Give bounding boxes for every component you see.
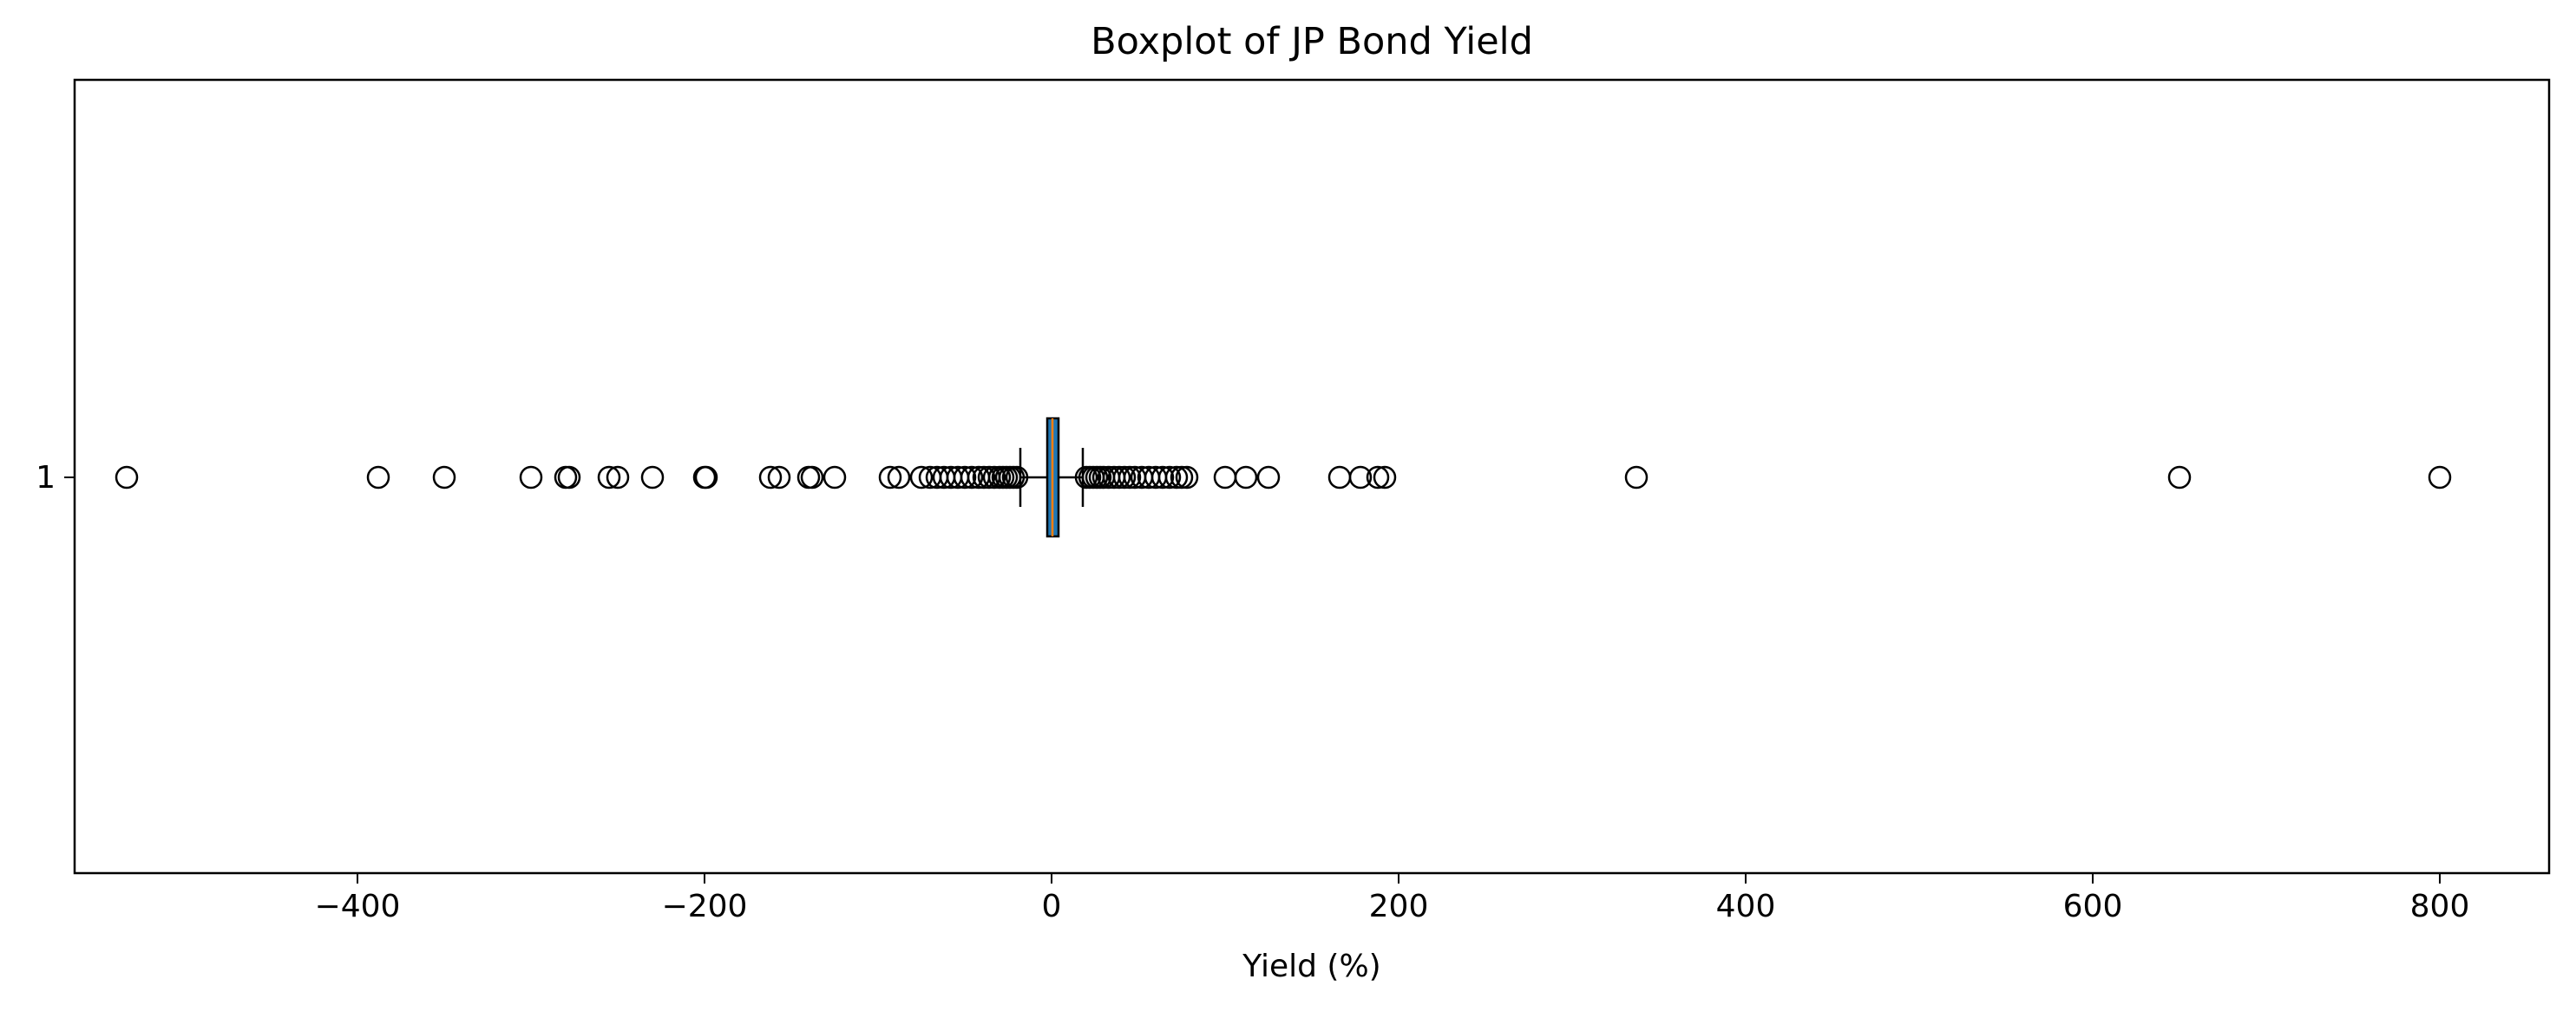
outlier-point (432, 465, 456, 490)
outlier-point (692, 465, 717, 490)
outlier-point (1213, 465, 1237, 490)
x-axis: −400 −200 0 200 400 600 800 (315, 873, 2470, 924)
outlier-point (557, 465, 581, 490)
outlier-point (953, 465, 977, 490)
x-tick-label: 600 (2063, 889, 2123, 924)
outlier-point (1157, 465, 1182, 490)
outlier-point (1348, 465, 1373, 490)
outlier-point (2428, 465, 2452, 490)
outlier-point (1327, 465, 1352, 490)
outlier-point (1005, 465, 1029, 490)
x-tick-label: −400 (315, 889, 401, 924)
outlier-point (982, 465, 1006, 490)
outlier-point (1234, 465, 1258, 490)
outlier-point (909, 465, 934, 490)
outliers-layer (115, 465, 2452, 490)
outlier-point (878, 465, 902, 490)
outlier-point (1624, 465, 1649, 490)
outlier-point (972, 465, 996, 490)
outlier-point (1107, 465, 1131, 490)
chart-title: Boxplot of JP Bond Yield (1091, 20, 1533, 63)
outlier-point (823, 465, 847, 490)
outlier-point (1373, 465, 1397, 490)
outlier-point (887, 465, 911, 490)
outlier-point (1112, 465, 1137, 490)
outlier-point (1164, 465, 1189, 490)
y-axis: 1 (36, 460, 75, 496)
outlier-point (767, 465, 791, 490)
outlier-point (606, 465, 630, 490)
outlier-point (115, 465, 139, 490)
outlier-point (2167, 465, 2192, 490)
x-tick-label: 0 (1042, 889, 1062, 924)
outlier-point (1118, 465, 1142, 490)
outlier-point (1366, 465, 1390, 490)
outlier-point (800, 465, 824, 490)
x-tick-label: 400 (1716, 889, 1776, 924)
outlier-point (1175, 465, 1199, 490)
outlier-point (1256, 465, 1281, 490)
outlier-point (519, 465, 543, 490)
x-tick-label: 200 (1369, 889, 1429, 924)
x-axis-label: Yield (%) (1242, 949, 1380, 984)
outlier-point (1150, 465, 1175, 490)
outlier-point (597, 465, 621, 490)
plot-area-frame (73, 78, 2551, 875)
outlier-point (758, 465, 783, 490)
outlier-point (694, 465, 718, 490)
x-tick-label: −200 (662, 889, 748, 924)
outlier-point (1170, 465, 1194, 490)
y-tick-label: 1 (36, 460, 56, 496)
outlier-point (640, 465, 665, 490)
boxplot-layer (1019, 417, 1085, 538)
outlier-point (960, 465, 984, 490)
x-tick-label: 800 (2410, 889, 2470, 924)
outlier-point (366, 465, 390, 490)
